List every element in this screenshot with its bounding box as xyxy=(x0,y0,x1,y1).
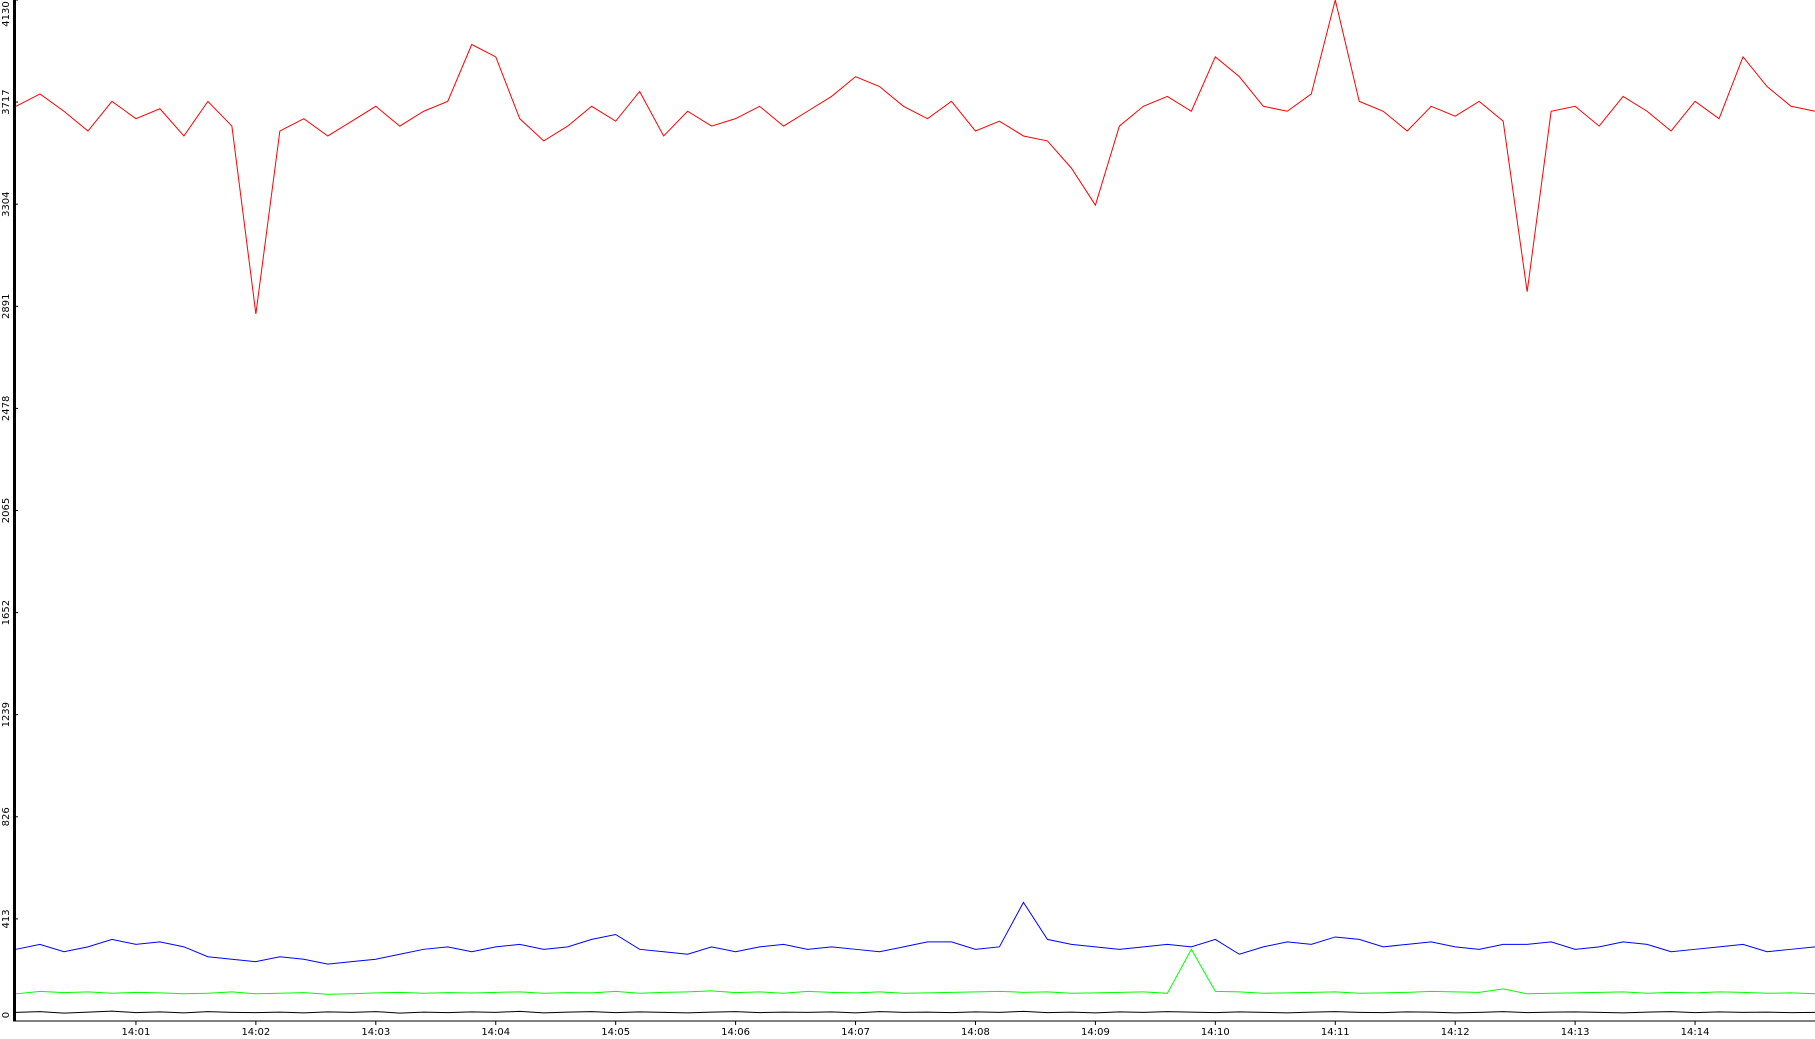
x-tick-label: 14:08 xyxy=(961,1027,990,1038)
y-tick-label: 1652 xyxy=(1,600,12,625)
x-tick-label: 14:02 xyxy=(241,1027,270,1038)
x-tick-label: 14:11 xyxy=(1321,1027,1350,1038)
x-tick-label: 14:04 xyxy=(481,1027,510,1038)
series-line xyxy=(15,1010,1815,1014)
y-tick-label: 413 xyxy=(1,909,12,928)
x-tick-label: 14:13 xyxy=(1561,1027,1590,1038)
x-tick-label: 14:03 xyxy=(361,1027,390,1038)
y-tick-label: 2478 xyxy=(1,396,12,421)
x-tick-label: 14:06 xyxy=(721,1027,750,1038)
x-tick-label: 14:05 xyxy=(601,1027,630,1038)
x-tick-label: 14:14 xyxy=(1681,1027,1710,1038)
y-tick-label: 2065 xyxy=(1,498,12,523)
y-tick-label: 826 xyxy=(1,807,12,826)
y-tick-label: 3717 xyxy=(1,89,12,114)
x-tick-label: 14:12 xyxy=(1441,1027,1470,1038)
y-tick-label: 3304 xyxy=(1,191,12,216)
x-tick-label: 14:09 xyxy=(1081,1027,1110,1038)
y-tick-label: 2891 xyxy=(1,294,12,319)
series-line xyxy=(15,0,1815,315)
y-tick-label: 4130 xyxy=(1,1,12,26)
y-tick-label: 0 xyxy=(1,1012,12,1018)
series-line xyxy=(15,901,1815,965)
x-tick-label: 14:10 xyxy=(1201,1027,1230,1038)
y-tick-label: 1239 xyxy=(1,702,12,727)
x-tick-label: 14:07 xyxy=(841,1027,870,1038)
series-line xyxy=(15,948,1815,995)
x-tick-label: 14:01 xyxy=(122,1027,151,1038)
